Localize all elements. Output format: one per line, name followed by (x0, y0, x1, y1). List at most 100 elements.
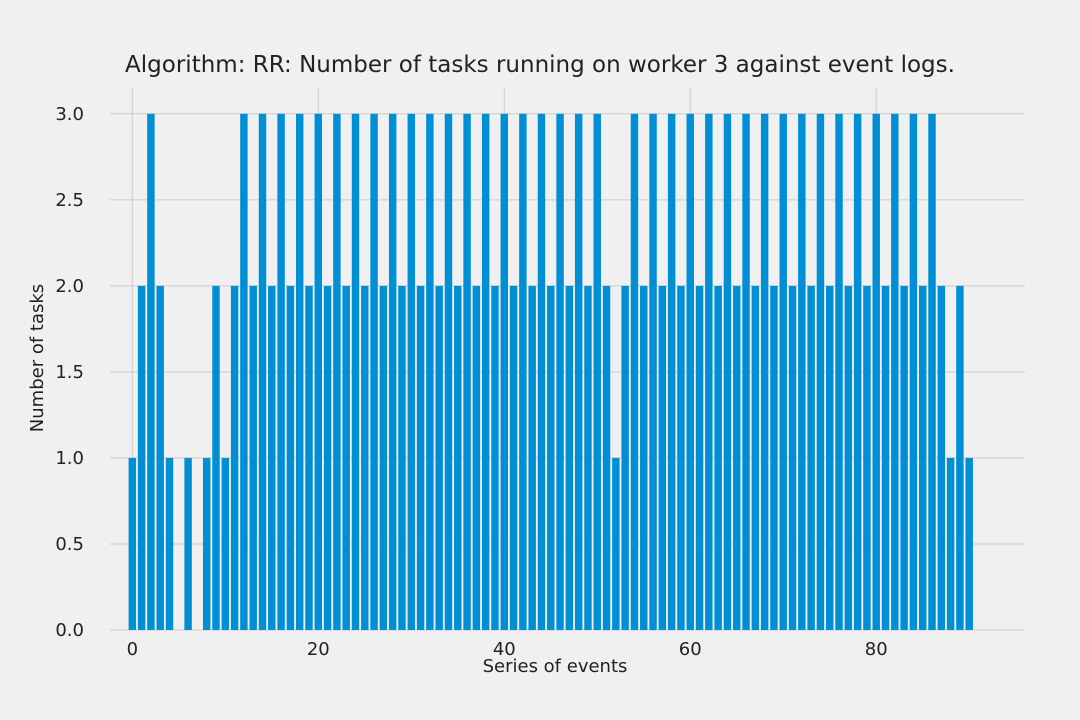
bar (323, 285, 332, 630)
bar (900, 285, 908, 630)
bar (658, 285, 667, 630)
bar (760, 113, 769, 631)
bar (212, 285, 220, 630)
bar (946, 457, 955, 630)
y-tick-label: 2.0 (55, 276, 84, 297)
bar (258, 113, 267, 631)
bar (826, 285, 834, 630)
bar (230, 285, 239, 630)
bar (723, 113, 732, 631)
y-tick-label: 2.5 (55, 190, 84, 211)
x-tick-label: 60 (679, 639, 702, 660)
x-axis-label: Series of events (483, 656, 628, 677)
x-tick-label: 80 (865, 639, 888, 660)
bar (835, 113, 843, 631)
bar (602, 285, 611, 630)
bar (184, 457, 192, 630)
bar (863, 285, 871, 630)
bar (705, 113, 713, 631)
bar (454, 285, 462, 630)
bar (565, 285, 574, 630)
bar (221, 457, 230, 630)
bar (537, 113, 546, 631)
bar (165, 457, 174, 630)
bar (472, 285, 481, 630)
bar (714, 285, 722, 630)
y-tick-label: 0.0 (55, 620, 84, 641)
y-tick-label: 1.0 (55, 448, 84, 469)
bar (370, 113, 378, 631)
bar (351, 113, 360, 631)
bar (547, 285, 555, 630)
x-tick-label: 40 (493, 639, 516, 660)
bar (612, 457, 620, 630)
bar (788, 285, 797, 630)
bar (779, 113, 787, 631)
bar (872, 113, 880, 631)
bar (798, 113, 806, 631)
bar (956, 285, 964, 630)
bar (695, 285, 704, 630)
bar (640, 285, 648, 630)
y-tick-label: 0.5 (55, 534, 84, 555)
bar (686, 113, 694, 631)
bar (398, 285, 406, 630)
bar (770, 285, 778, 630)
bar (891, 113, 899, 631)
bar (844, 285, 853, 630)
bar (853, 113, 862, 631)
bar (342, 285, 350, 630)
bar (528, 285, 536, 630)
bar (733, 285, 741, 630)
y-tick-labels: 0.0 0.5 1.0 1.5 2.0 2.5 3.0 (55, 104, 84, 641)
bar (751, 285, 760, 630)
bar (314, 113, 323, 631)
x-tick-label: 20 (307, 639, 330, 660)
bar (509, 285, 518, 630)
y-tick-label: 1.5 (55, 362, 84, 383)
bar (361, 285, 369, 630)
bar (388, 113, 397, 631)
bar (621, 285, 629, 630)
y-tick-label: 3.0 (55, 104, 84, 125)
bar (667, 113, 676, 631)
bar (807, 285, 815, 630)
bar (426, 113, 434, 631)
x-tick-label: 0 (127, 639, 138, 660)
bar (286, 285, 295, 630)
bar (649, 113, 657, 631)
bar (937, 285, 946, 630)
bar (240, 113, 248, 631)
bar (249, 285, 257, 630)
bar (500, 113, 508, 631)
bar (584, 285, 592, 630)
bar (928, 113, 936, 631)
bar (965, 457, 973, 630)
x-tick-labels: 0 20 40 60 80 (127, 639, 888, 660)
bar (156, 285, 164, 630)
bar (277, 113, 285, 631)
bar (147, 113, 155, 631)
bar (677, 285, 685, 630)
bar (881, 285, 890, 630)
bar (333, 113, 341, 631)
chart-title: Algorithm: RR: Number of tasks running o… (125, 52, 955, 78)
bar (407, 113, 415, 631)
bar (379, 285, 388, 630)
bar (556, 113, 564, 631)
bars (128, 113, 973, 631)
bar (268, 285, 276, 630)
bar (137, 285, 146, 630)
y-axis-label: Number of tasks (27, 284, 48, 432)
bar (295, 113, 304, 631)
bar (481, 113, 490, 631)
bar (918, 285, 927, 630)
bar (491, 285, 499, 630)
bar (444, 113, 453, 631)
bar (816, 113, 825, 631)
bar (574, 113, 583, 631)
bar (128, 457, 137, 630)
bar (630, 113, 639, 631)
bar (519, 113, 527, 631)
